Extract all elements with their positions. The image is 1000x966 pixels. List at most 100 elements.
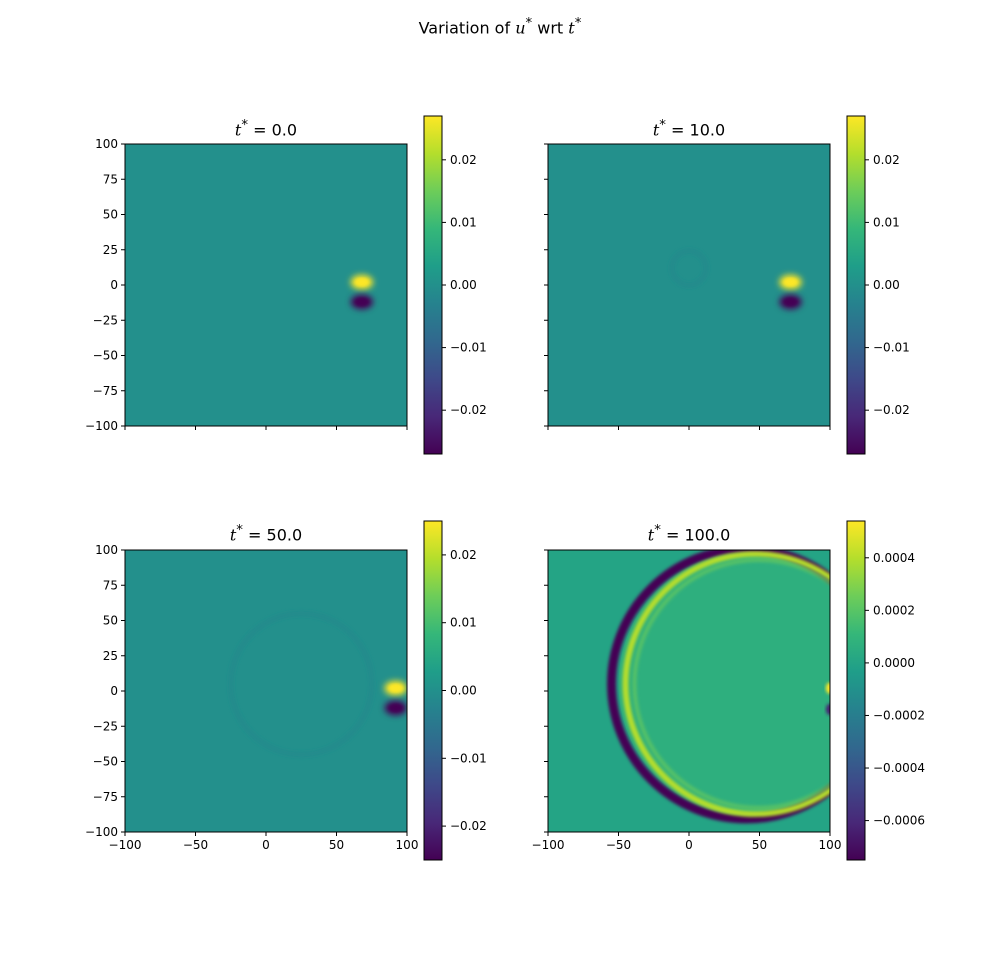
colorbar-gradient [424,521,442,860]
y-tick-label: 0 [110,684,118,698]
heatmap-field [548,144,830,426]
colorbar-tick-label: −0.0006 [873,814,925,828]
panel-title-value: 50.0 [266,525,303,545]
ring-front-negative [607,550,830,824]
colorbar-tick-label: 0.02 [873,153,900,167]
colorbar-frame [846,520,866,861]
heatmap-field [125,144,407,426]
x-tick-label: 50 [329,838,344,852]
y-tick-label: 75 [103,578,118,592]
y-tick-label: 50 [103,208,118,222]
heatmap-panel-0: 100 75 50 25 0 −25 −50 −75 −100 0.02 0.01 0.00 −0.01… [85,115,487,455]
dipole-negative-core [389,704,403,712]
x-tick-label: −100 [109,838,142,852]
colorbar-tick-label: −0.0002 [873,708,925,722]
x-tick-label: 0 [262,838,270,852]
colorbar-tick-label: 0.01 [450,616,477,630]
colorbar-tick-label: 0.02 [450,548,477,562]
panel-title-value: 0.0 [271,120,298,140]
colorbar-gradient [847,521,865,860]
colorbar-tick-label: 0.0002 [873,603,915,617]
panel-title-t50: t* = 50.0 [229,523,303,545]
suptitle-sup-1: * [525,16,533,31]
panel-title-var: t [652,120,660,140]
heatmap-panel-3: −100 −50 0 50 100 0.0004 0.0002 0.0000 −0.0002 −0… [532,520,925,861]
colorbar-tick-label: 0.01 [450,215,477,229]
dipole-positive-core [355,278,369,286]
suptitle-var-u: u [515,18,526,38]
edge-dipole-negative [825,703,830,715]
y-tick-label: −50 [93,755,118,769]
y-tick-label: 75 [103,172,118,186]
ring-interior [618,550,830,818]
panel-title-var: t [234,120,242,140]
x-tick-label: 0 [685,838,693,852]
y-tick-label: 50 [103,614,118,628]
y-tick-label: −100 [85,419,118,433]
colorbar-tick-label: −0.01 [873,341,910,355]
y-tick-label: 0 [110,278,118,292]
y-tick-label: −100 [85,825,118,839]
panel-title-sup: * [241,118,249,133]
heatmap-panel-1: 0.02 0.01 0.00 −0.01 −0.02 [544,115,910,455]
colorbar-gradient [847,116,865,454]
dipole-negative-core [355,298,369,306]
colorbar-tick-label: 0.02 [450,153,477,167]
x-tick-label: −50 [183,838,208,852]
edge-dipole-positive [825,682,830,694]
colorbar-tick-label: 0.0000 [873,656,915,670]
panel-title-value: 10.0 [689,120,726,140]
heatmap-field [125,550,407,832]
colorbar-tick-label: −0.02 [450,403,487,417]
heatmap-panel-2: −100 −50 0 50 100 100 75 50 25 0 −25 −50 −75 −100 0.02… [85,520,487,861]
ring-front-positive [622,551,830,817]
y-tick-label: −75 [93,384,118,398]
colorbar-tick-label: −0.01 [450,341,487,355]
dipole-positive-core [389,684,403,692]
panel-title-t0: t* = 0.0 [234,118,298,140]
heatmap-background [125,550,407,832]
panel-title-t100: t* = 100.0 [647,523,731,545]
x-tick-label: 100 [819,838,842,852]
colorbar-tick-label: 0.00 [873,278,900,292]
dipole-negative-core [784,298,797,306]
wave-ring [669,248,709,288]
suptitle-var-t: t [568,18,575,38]
suptitle-wrt: wrt [537,18,564,38]
wave-ring [227,610,375,758]
panel-title-sup: * [659,118,666,133]
colorbar-tick-label: −0.0004 [873,761,925,775]
panel-title-var: t [647,525,655,545]
dipole-positive-core [784,278,797,286]
x-tick-label: −100 [532,838,565,852]
colorbar-tick-label: −0.02 [450,819,487,833]
figure-suptitle: Variation of u* wrt t* [0,16,1000,37]
y-tick-label: −25 [93,719,118,733]
colorbar-tick-label: −0.01 [450,751,487,765]
suptitle-prefix: Variation of [418,18,511,38]
colorbar-tick-label: −0.02 [873,403,910,417]
panel-title-value: 100.0 [684,525,731,545]
x-tick-label: 100 [396,838,419,852]
y-tick-label: −75 [93,790,118,804]
ring-front-secondary [632,558,830,810]
heatmap-field [548,550,830,832]
y-tick-label: −25 [93,313,118,327]
suptitle-sup-2: * [574,16,582,31]
x-tick-label: 50 [752,838,767,852]
panel-title-sup: * [654,523,661,538]
colorbar-tick-label: 0.0004 [873,551,915,565]
panel-title-sup: * [236,523,243,538]
y-tick-label: −50 [93,349,118,363]
colorbar-tick-label: 0.00 [450,278,477,292]
panel-title-var: t [229,525,237,545]
y-tick-label: 25 [103,243,118,257]
colorbar-tick-label: 0.01 [873,215,900,229]
y-tick-label: 100 [95,137,118,151]
y-tick-label: 100 [95,543,118,557]
panel-title-t10: t* = 10.0 [652,118,726,140]
x-tick-label: −50 [606,838,631,852]
colorbar-tick-label: 0.00 [450,684,477,698]
